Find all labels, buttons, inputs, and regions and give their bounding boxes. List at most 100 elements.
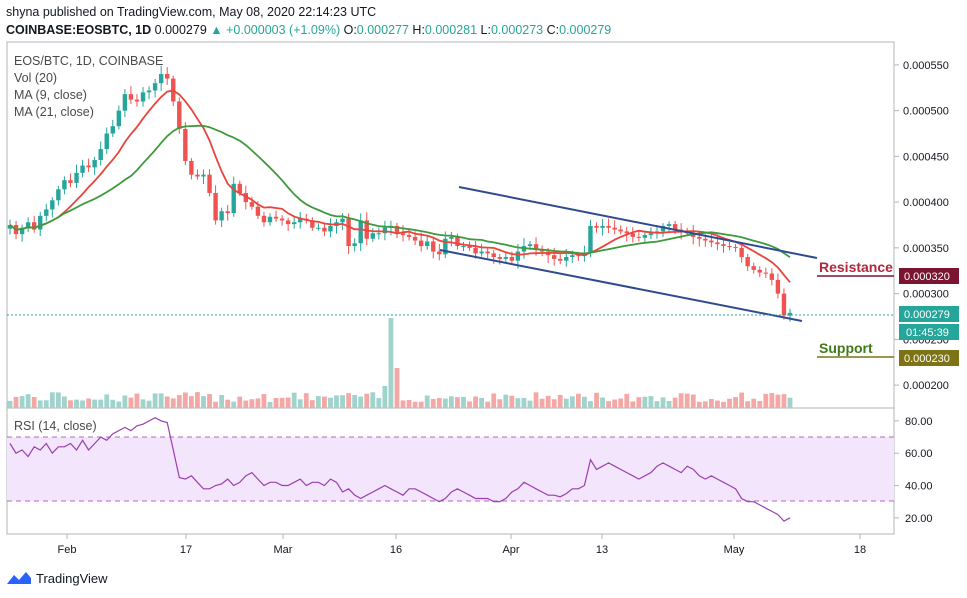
candle-body bbox=[158, 74, 164, 84]
volume-bar bbox=[394, 368, 400, 408]
candle-body bbox=[298, 218, 303, 223]
volume-bar bbox=[757, 400, 763, 408]
volume-bar bbox=[588, 401, 593, 408]
time-tick-label: Apr bbox=[502, 544, 519, 556]
channel-upper-line bbox=[458, 186, 818, 259]
volume-bar bbox=[140, 399, 146, 408]
volume-bar bbox=[98, 399, 104, 408]
candle-body bbox=[461, 246, 466, 248]
volume-bar bbox=[164, 396, 170, 408]
candle-body bbox=[479, 251, 484, 254]
close-value: 0.000279 bbox=[559, 23, 612, 37]
candle-body bbox=[219, 211, 224, 221]
volume-bar bbox=[358, 396, 364, 408]
volume-bar bbox=[721, 401, 726, 408]
volume-bar bbox=[769, 393, 775, 408]
chart-legend-title: EOS/BTC, 1D, COINBASE bbox=[14, 54, 163, 68]
volume-bar bbox=[557, 394, 563, 408]
rsi-axis: 80.00 60.00 40.00 20.00 bbox=[894, 416, 933, 525]
candle-body bbox=[473, 247, 478, 254]
time-tick-label: Mar bbox=[274, 544, 293, 556]
volume-bar bbox=[545, 395, 551, 408]
ma21-legend: MA (21, close) bbox=[14, 105, 94, 119]
tradingview-footer[interactable]: TradingView bbox=[6, 570, 108, 586]
candle-body bbox=[68, 180, 73, 183]
open-value: 0.000277 bbox=[356, 23, 409, 37]
volume-bar bbox=[539, 398, 545, 408]
candle-body bbox=[376, 233, 382, 235]
main-pane[interactable] bbox=[6, 41, 895, 409]
volume-bar bbox=[424, 395, 430, 408]
volume-bar bbox=[696, 401, 702, 408]
price-tick-label: 0.000500 bbox=[903, 106, 949, 118]
candle-body bbox=[533, 244, 539, 250]
candle-body bbox=[261, 215, 267, 223]
candle-body bbox=[310, 220, 315, 228]
support-label: Support bbox=[819, 340, 873, 356]
volume-bar bbox=[213, 401, 218, 408]
volume-bar bbox=[62, 396, 67, 408]
volume-bar bbox=[273, 397, 279, 408]
volume-bar bbox=[110, 399, 116, 408]
volume-bar bbox=[279, 397, 285, 408]
candle-body bbox=[394, 225, 400, 234]
time-tick-label: 16 bbox=[390, 544, 402, 556]
volume-bar bbox=[19, 396, 25, 408]
volume-bar bbox=[521, 397, 527, 408]
volume-bar bbox=[582, 396, 587, 408]
volume-bar bbox=[678, 393, 684, 408]
price-tick-label: 0.000350 bbox=[903, 243, 949, 255]
volume-bar bbox=[219, 395, 225, 408]
volume-bar bbox=[412, 401, 418, 408]
candle-body bbox=[146, 90, 152, 93]
candle-body bbox=[291, 222, 297, 225]
volume-bar bbox=[297, 399, 303, 408]
volume-bar bbox=[745, 401, 751, 408]
rsi-band bbox=[7, 437, 894, 501]
moving-averages bbox=[9, 89, 791, 283]
candle-body bbox=[660, 225, 666, 232]
candle-body bbox=[364, 220, 369, 239]
volume-bar bbox=[376, 398, 382, 408]
rsi-line bbox=[9, 417, 791, 522]
volume-bar bbox=[364, 393, 370, 408]
candle-body bbox=[455, 236, 460, 247]
volume-bar bbox=[195, 392, 200, 408]
candle-body bbox=[400, 233, 406, 236]
rsi-tick-label: 80.00 bbox=[905, 416, 933, 428]
candle-body bbox=[787, 312, 793, 316]
candle-body bbox=[44, 209, 49, 216]
candle-body bbox=[267, 216, 273, 223]
price-tick-label: 0.000550 bbox=[903, 60, 949, 72]
candle-body bbox=[745, 257, 750, 267]
rsi-line-group bbox=[9, 417, 791, 522]
candle-body bbox=[201, 174, 206, 177]
volume-bar bbox=[642, 396, 648, 408]
volume-bar bbox=[382, 386, 388, 408]
volume-bar bbox=[491, 393, 497, 408]
time-tick-label: May bbox=[724, 544, 745, 556]
volume-bar bbox=[37, 400, 43, 408]
candle-body bbox=[279, 218, 285, 221]
volume-bar bbox=[352, 394, 358, 408]
volume-bar bbox=[503, 394, 509, 408]
candle-body bbox=[231, 183, 236, 214]
volume-bar bbox=[708, 399, 714, 408]
volume-bar bbox=[485, 401, 491, 408]
rsi-tick-label: 40.00 bbox=[905, 481, 933, 493]
candle-body bbox=[195, 174, 200, 177]
candle-body bbox=[273, 216, 279, 219]
volume-bar bbox=[92, 399, 98, 408]
volume-bar bbox=[176, 395, 182, 408]
candle-body bbox=[183, 128, 188, 161]
candle-body bbox=[600, 225, 605, 228]
channel-lower-line bbox=[439, 249, 803, 322]
volume-bar bbox=[479, 397, 485, 408]
volume-bar bbox=[533, 392, 539, 408]
ma9-legend: MA (9, close) bbox=[14, 88, 87, 102]
volume-bar bbox=[43, 400, 49, 408]
volume-bar bbox=[636, 397, 642, 408]
volume-bar bbox=[328, 397, 333, 408]
volume-bar bbox=[370, 392, 376, 408]
